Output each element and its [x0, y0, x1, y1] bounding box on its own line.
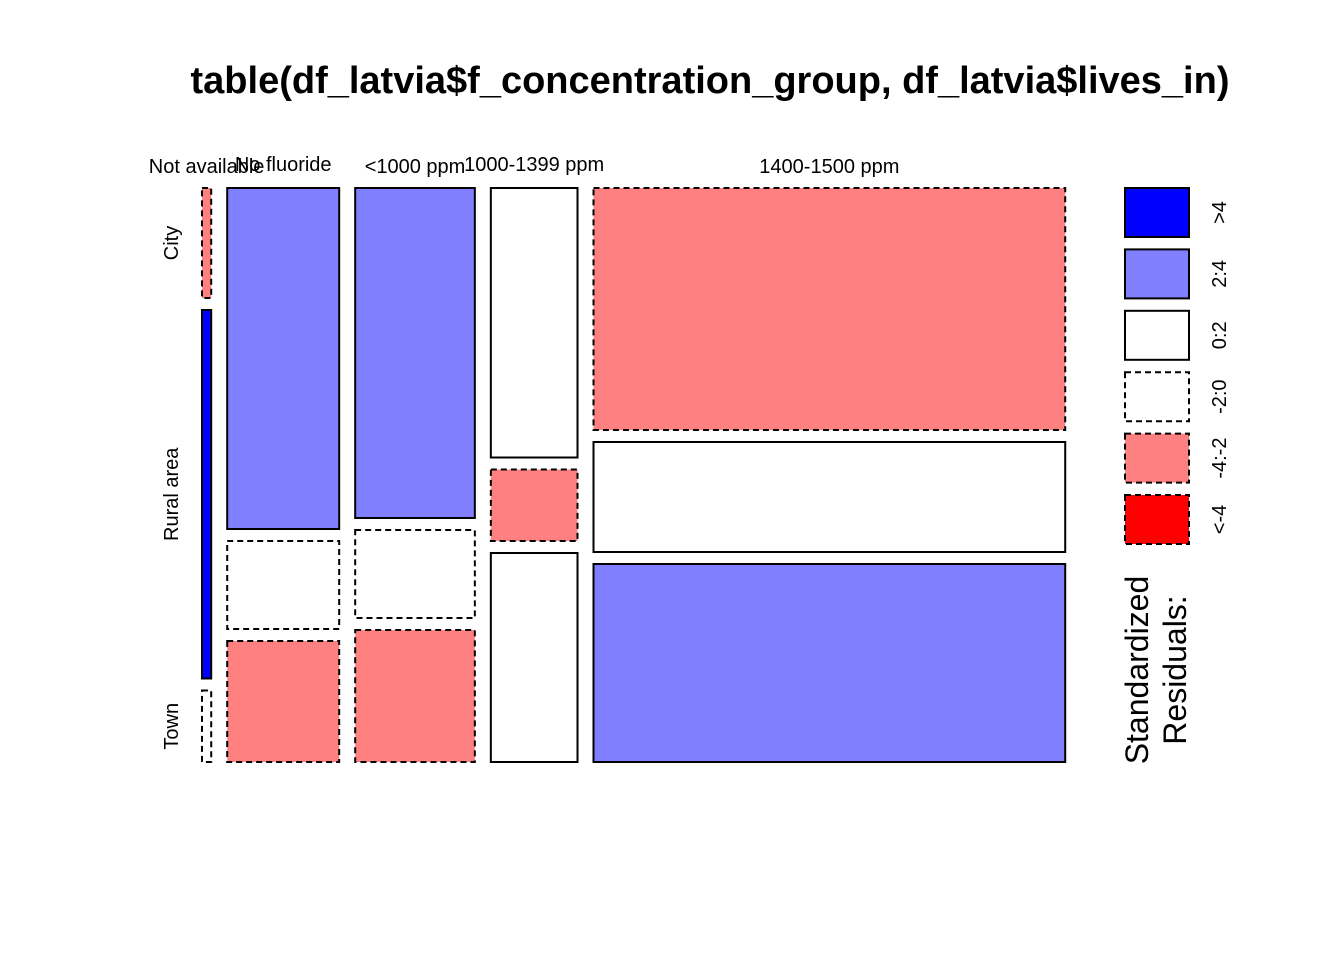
tile-not-available-city [201, 187, 213, 299]
row-label-rural-area: Rural area [161, 447, 183, 541]
row-labels: City Rural area Town [161, 226, 183, 750]
column-label-1400-1500-ppm: 1400-1500 ppm [759, 156, 899, 178]
legend-label-4: -2:0 [1209, 379, 1231, 413]
tile-1400-1500-ppm-rural-area [592, 441, 1067, 553]
legend-title-line-2: Residuals: [1157, 595, 1193, 744]
legend-label-3: 0:2 [1209, 321, 1231, 349]
column-label-1000-ppm: <1000 ppm [365, 156, 466, 178]
tile-1400-1500-ppm-city [592, 187, 1067, 431]
legend-swatch-3 [1124, 309, 1190, 361]
tile-no-fluoride-rural-area [226, 540, 341, 630]
column-label-not-available: Not available [149, 156, 265, 178]
tile-1000-ppm-town [354, 629, 476, 763]
chart-title: table(df_latvia$f_concentration_group, d… [191, 60, 1230, 102]
tile-1000-1399-ppm-town [489, 552, 579, 763]
legend-swatch-6 [1124, 494, 1190, 545]
legend-swatch-2 [1124, 248, 1190, 300]
column-label-1000-1399-ppm: 1000-1399 ppm [464, 154, 604, 176]
legend: >4 2:4 0:2 -2:0 -4:-2 <-4 Standardized Residual… [1119, 187, 1231, 765]
tile-1000-ppm-rural-area [354, 529, 476, 619]
column-label-no-fluoride: No fluoride [235, 154, 332, 176]
tile-no-fluoride-city [226, 187, 341, 530]
tile-not-available-town [201, 689, 213, 763]
row-label-city: City [161, 226, 183, 260]
legend-label-5: -4:-2 [1209, 438, 1231, 479]
legend-label-1: >4 [1209, 201, 1231, 224]
row-label-town: Town [161, 703, 183, 750]
legend-label-6: <-4 [1209, 505, 1231, 534]
mosaic-tiles [201, 187, 1067, 763]
legend-title-line-1: Standardized [1119, 576, 1155, 765]
tile-no-fluoride-town [226, 640, 341, 763]
legend-swatch-1 [1124, 187, 1190, 238]
tile-not-available-rural-area [201, 309, 213, 680]
legend-swatch-5 [1124, 432, 1190, 484]
tile-1400-1500-ppm-town [592, 563, 1067, 763]
tile-1000-1399-ppm-rural-area [489, 468, 579, 542]
legend-label-2: 2:4 [1209, 260, 1231, 288]
tile-1000-1399-ppm-city [489, 187, 579, 459]
tile-1000-ppm-city [354, 187, 476, 519]
legend-swatch-4 [1124, 371, 1190, 423]
